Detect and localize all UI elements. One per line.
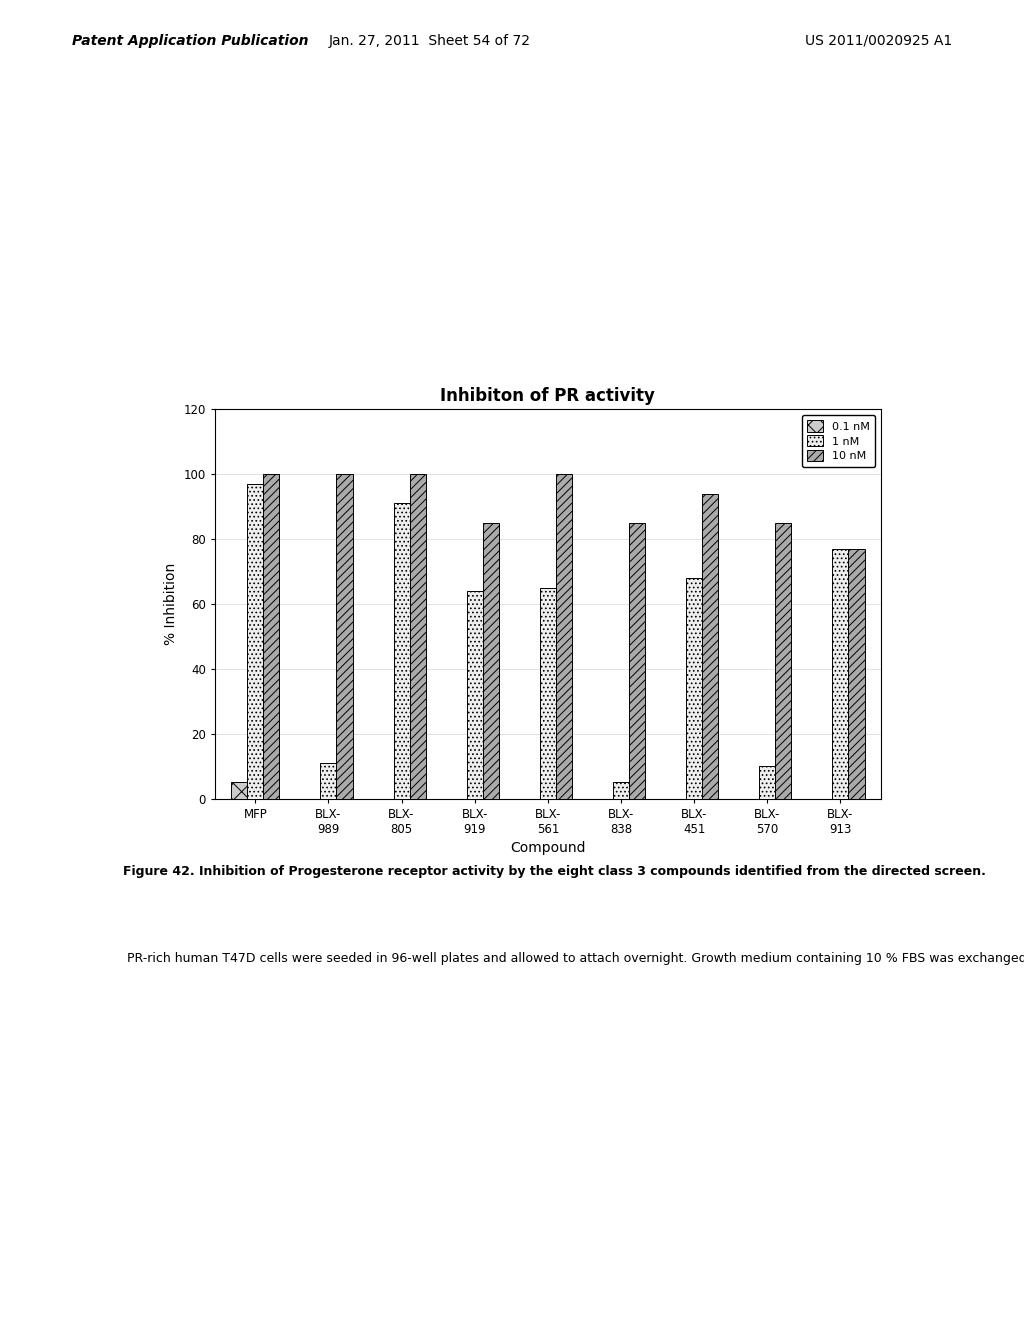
Text: Patent Application Publication: Patent Application Publication [72,34,308,48]
Bar [540,587,556,799]
Bar [321,763,337,799]
Bar [833,549,849,799]
Bar [263,474,280,799]
Legend: 0.1 nM, 1 nM, 10 nM: 0.1 nM, 1 nM, 10 nM [802,414,876,467]
Bar [393,503,410,799]
Bar [482,523,499,799]
Bar [702,494,718,799]
Bar [686,578,702,799]
Bar [613,783,629,799]
Bar [759,766,775,799]
Bar [629,523,645,799]
Y-axis label: % Inhibition: % Inhibition [164,562,178,645]
Bar [247,484,263,799]
Bar [775,523,792,799]
Text: Figure 42. Inhibition of Progesterone receptor activity by the eight class 3 com: Figure 42. Inhibition of Progesterone re… [123,865,986,878]
Text: US 2011/0020925 A1: US 2011/0020925 A1 [805,34,952,48]
X-axis label: Compound: Compound [510,841,586,855]
Bar [337,474,352,799]
Text: Jan. 27, 2011  Sheet 54 of 72: Jan. 27, 2011 Sheet 54 of 72 [329,34,531,48]
Bar [849,549,864,799]
Bar [231,783,247,799]
Text: PR-rich human T47D cells were seeded in 96-well plates and allowed to attach ove: PR-rich human T47D cells were seeded in … [123,953,1024,965]
Title: Inhibiton of PR activity: Inhibiton of PR activity [440,387,655,405]
Bar [410,474,426,799]
Bar [467,591,482,799]
Bar [556,474,572,799]
